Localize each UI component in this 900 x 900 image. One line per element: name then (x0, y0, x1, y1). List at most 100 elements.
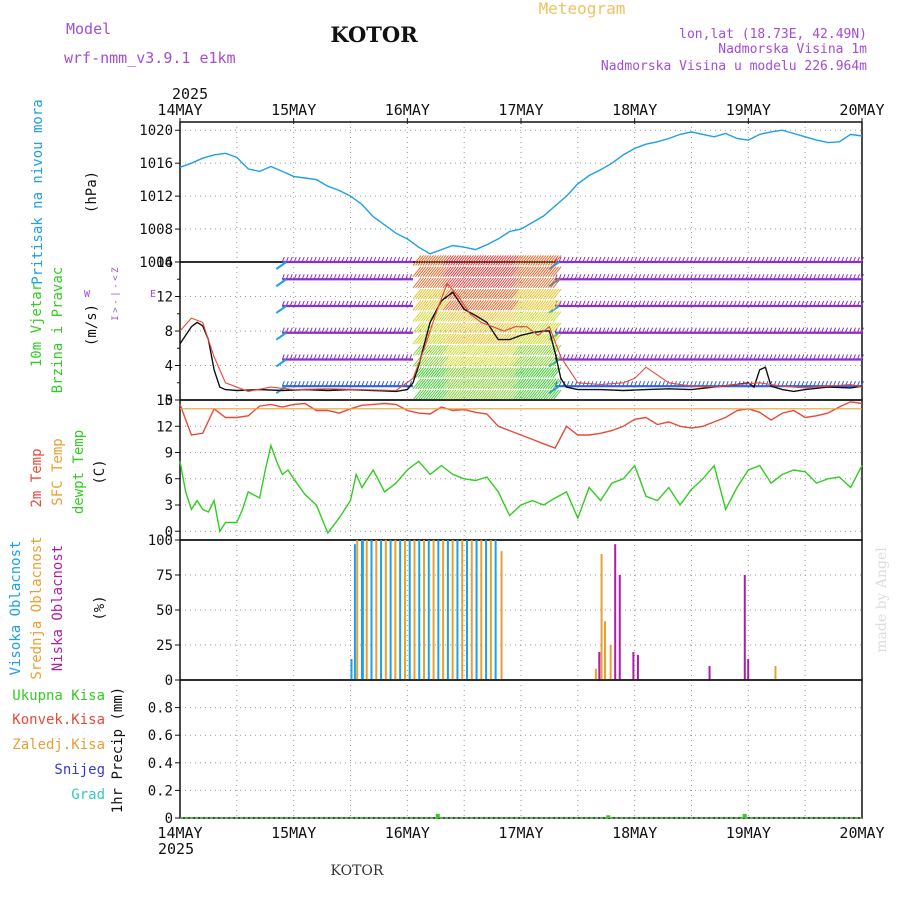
wind-barb (709, 354, 713, 360)
wind-barb (598, 381, 602, 387)
wind-barb (361, 354, 365, 360)
wind-barb (654, 381, 658, 387)
temp-ytick-label: 6 (165, 472, 173, 488)
wind-barb-strong (457, 356, 467, 367)
wind-barb (325, 354, 329, 360)
wind-barb-strong (415, 389, 424, 401)
wind-barb (662, 354, 665, 360)
wind-barb-strong (527, 288, 537, 300)
compass-legend: Z < - | - > I (111, 267, 121, 321)
precip-legend: Ukupna Kisa Konvek.Kisa Zaledj.Kisa Snij… (12, 687, 126, 813)
wind-barb (369, 327, 373, 333)
wind-barb (689, 327, 693, 333)
wind-barb-strong (515, 322, 524, 334)
wind-barb-strong (465, 367, 474, 378)
wind-barb (566, 256, 570, 263)
wind-barb-strong (502, 266, 512, 277)
wind-barb (853, 274, 856, 280)
wind-barb (393, 327, 397, 333)
wind-barb (409, 327, 413, 333)
wind-barb-strong (482, 389, 492, 401)
wind-barb-strong (445, 389, 454, 401)
wind-barb (693, 327, 697, 333)
wind-barb-strong (532, 378, 542, 390)
wind-barb-strong (550, 378, 559, 390)
wind-barb-strong (505, 367, 514, 378)
wind-barb-strong (530, 266, 539, 277)
wind-barb (373, 354, 377, 360)
wind-barb (405, 354, 409, 360)
wind-barb-strong (525, 333, 534, 345)
cloud-bar-overcast (403, 540, 406, 680)
wind-barb-strong (472, 389, 482, 401)
wind-barb (313, 300, 317, 307)
wind-barb-strong (537, 255, 547, 266)
wind-barb (789, 274, 793, 280)
wind-barb (638, 256, 642, 263)
wind-barb-strong (527, 333, 537, 345)
wind-barb-strong (512, 288, 522, 300)
wind-barb-strong (450, 344, 459, 356)
wind-barb-strong (487, 333, 497, 345)
wind-barb (345, 381, 349, 387)
compass-e: E (150, 289, 156, 300)
wind-barb (405, 327, 409, 333)
wind-barb (329, 274, 333, 280)
wind-barb-strong (487, 356, 497, 367)
wind-barb-strong (545, 344, 554, 356)
wind-barb (670, 300, 673, 307)
wind-barb-strong (482, 333, 492, 345)
wind-barb-strong (522, 322, 532, 334)
wind-barb (749, 256, 753, 263)
wind-barb-strong (472, 333, 482, 345)
wind-barb-strong (482, 378, 492, 390)
wind-barb-strong (515, 255, 524, 266)
wind-barb (761, 256, 765, 263)
temperature-panel: 0 3 6 9 12 15 (156, 393, 863, 541)
wind-barb (582, 274, 586, 280)
wind-barb (329, 256, 333, 263)
wind-barb (773, 256, 777, 263)
wind-barb-strong (497, 378, 507, 390)
wind-barb (321, 300, 325, 307)
wind-barb (769, 274, 773, 280)
wind-barb-strong (505, 322, 514, 334)
wind-barb (709, 327, 713, 333)
wind-barb-strong (522, 288, 532, 300)
wind-arrow (548, 261, 560, 270)
wind-barb (825, 354, 829, 360)
wind-barb-strong (450, 367, 459, 378)
wind-barb-strong (485, 255, 494, 266)
wind-barb (801, 300, 805, 307)
wind-barb-strong (445, 322, 454, 334)
wind-barb (409, 256, 413, 263)
wind-barb (785, 274, 789, 280)
wind-barb (701, 300, 705, 307)
wind-barb (622, 300, 626, 307)
wind-barb-strong (487, 288, 497, 300)
wind-barb-strong (520, 288, 529, 300)
wind-barb-strong (492, 389, 502, 401)
wind-barb (765, 354, 769, 360)
wind-barb (677, 327, 681, 333)
wind-barb (662, 274, 665, 280)
temp-ytick-label: 3 (165, 498, 173, 514)
wind-barb (789, 327, 793, 333)
wind-barb-strong (500, 266, 509, 277)
wind-barb (309, 256, 313, 263)
wind-barb-strong (430, 389, 439, 401)
wind-barb-strong (547, 389, 557, 401)
wind-barb (829, 354, 833, 360)
wind-barb-strong (487, 344, 497, 356)
wind-barb (317, 256, 321, 263)
wind-barb-strong (525, 322, 534, 334)
wind-barb (369, 300, 373, 307)
wind-barb-strong (492, 367, 502, 378)
top-tick-label: 15MAY (271, 101, 316, 119)
wind-barb (325, 381, 329, 387)
wind-barb (797, 381, 801, 387)
wind-barb (654, 300, 658, 307)
wind-barb (813, 256, 817, 263)
wind-barb-strong (525, 378, 534, 390)
wind-barb-strong (442, 344, 452, 356)
